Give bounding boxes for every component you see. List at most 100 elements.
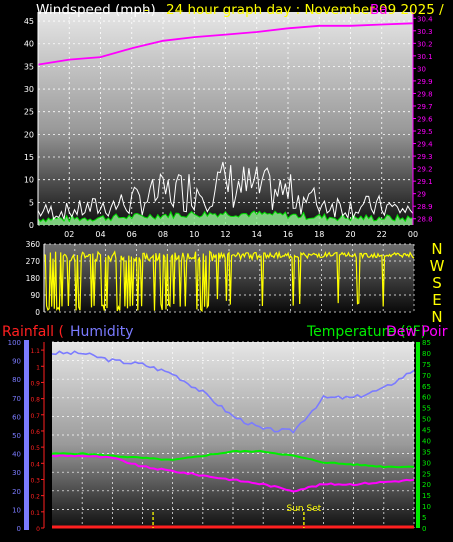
rainfall-y-axis: 00.10.20.30.40.50.60.70.80.911.1	[30, 348, 44, 533]
wind-y-tick-label: 35	[24, 62, 34, 71]
humidity-y-tick-label: 40	[12, 451, 21, 459]
wind-x-tick-label: 14	[252, 230, 262, 239]
pressure-y-tick-label: 30	[417, 65, 426, 73]
wind-x-tick-label: 18	[314, 230, 324, 239]
temperature-y-tick-label: 30	[422, 459, 431, 467]
wind-y-tick-label: 25	[24, 108, 34, 117]
humidity-y-tick-label: 30	[12, 469, 21, 477]
humidity-y-tick-label: 20	[12, 488, 21, 496]
rainfall-y-tick-label: 0.2	[30, 494, 40, 501]
humidity-y-tick-label: 100	[8, 339, 21, 347]
temperature-y-tick-label: 55	[422, 405, 431, 413]
humidity-axis-bar	[24, 340, 29, 530]
wind-y-tick-label: 0	[29, 221, 34, 230]
wind-x-tick-label: 08	[158, 230, 168, 239]
temperature-y-tick-label: 85	[422, 339, 431, 347]
rainfall-y-tick-label: 0	[36, 526, 40, 533]
dewpoint-label: Dew Poir	[386, 324, 448, 340]
wind-title-left: Windspeed (mph)	[36, 2, 156, 18]
wind-x-tick-label: 02	[64, 230, 74, 239]
wind-y-tick-label: 45	[24, 17, 34, 26]
pressure-y-tick-label: 29.5	[417, 128, 433, 136]
wind-x-tick-label: 00	[408, 230, 418, 239]
rainfall-y-tick-label: 0.7	[30, 413, 40, 420]
temperature-axis-bar	[416, 342, 420, 528]
wind-x-tick-label: 10	[189, 230, 199, 239]
rainfall-y-tick-label: 0.4	[30, 461, 40, 468]
humidity-y-tick-label: 50	[12, 432, 21, 440]
compass-label: E	[432, 291, 441, 309]
direction-y-tick-label: 180	[26, 274, 41, 283]
pressure-y-tick-label: 28.8	[417, 216, 433, 224]
pressure-y-axis: 28.8 28.9 29 29.1 29.2 29.3 29.4 29.5 29.6 29.7 29…	[413, 15, 433, 223]
pressure-y-tick-label: 29.4	[417, 141, 433, 149]
temperature-y-tick-label: 0	[422, 525, 426, 533]
wind-y-tick-label: 20	[24, 130, 34, 139]
pressure-y-tick-label: 29.9	[417, 78, 433, 86]
temperature-y-tick-label: 25	[422, 470, 431, 478]
rainfall-y-tick-label: 0.8	[30, 397, 40, 404]
humidity-y-tick-label: 0	[17, 525, 21, 533]
temperature-y-tick-label: 35	[422, 448, 431, 456]
temperature-y-tick-label: 70	[422, 372, 431, 380]
wind-x-tick-label: 16	[283, 230, 293, 239]
rainfall-y-tick-label: 0.1	[30, 510, 40, 517]
compass-label: N	[431, 240, 442, 258]
compass-label: S	[432, 274, 442, 292]
wind-y-tick-label: 5	[29, 198, 34, 207]
wind-x-tick-label: 06	[127, 230, 137, 239]
humidity-y-tick-label: 60	[12, 413, 21, 421]
pressure-y-tick-label: 29.1	[417, 178, 433, 186]
temperature-y-tick-label: 5	[422, 514, 426, 522]
pressure-y-tick-label: 30.2	[417, 40, 433, 48]
humidity-y-tick-label: 80	[12, 376, 21, 384]
wind-y-tick-label: 40	[24, 40, 34, 49]
temperature-y-tick-label: 65	[422, 383, 431, 391]
pressure-y-tick-label: 29.7	[417, 103, 433, 111]
pressure-label: Ba	[370, 2, 388, 18]
direction-y-tick-label: 90	[30, 291, 40, 300]
temperature-y-tick-label: 15	[422, 492, 431, 500]
pressure-y-tick-label: 28.9	[417, 203, 433, 211]
pressure-y-tick-label: 29.2	[417, 166, 433, 174]
temperature-y-tick-label: 75	[422, 361, 431, 369]
pressure-y-tick-label: 29.8	[417, 90, 433, 98]
rainfall-y-tick-label: 1.1	[30, 348, 40, 355]
wind-title-sep: -	[144, 2, 149, 18]
rainfall-series	[52, 527, 414, 528]
rainfall-y-tick-label: 1	[36, 364, 40, 371]
pressure-y-tick-label: 30.3	[417, 28, 433, 36]
rainfall-y-tick-label: 0.6	[30, 429, 40, 436]
wind-y-tick-label: 30	[24, 85, 34, 94]
temperature-y-tick-label: 10	[422, 503, 431, 511]
direction-y-tick-label: 270	[26, 257, 41, 266]
humidity-y-tick-label: 90	[12, 358, 21, 366]
humidity-y-tick-label: 70	[12, 395, 21, 403]
wind-y-tick-label: 10	[24, 176, 34, 185]
pressure-y-tick-label: 29.3	[417, 153, 433, 161]
direction-y-tick-label: 360	[26, 240, 41, 249]
temperature-y-tick-label: 20	[422, 481, 431, 489]
rainfall-y-tick-label: 0.3	[30, 477, 40, 484]
temperature-y-tick-label: 50	[422, 416, 431, 424]
temperature-y-tick-label: 60	[422, 394, 431, 402]
temperature-y-tick-label: 45	[422, 427, 431, 435]
sunset-label: Sun Set	[287, 504, 322, 514]
pressure-y-tick-label: 29.6	[417, 116, 433, 124]
pressure-y-tick-label: 29	[417, 191, 426, 199]
rainfall-y-tick-label: 0.9	[30, 380, 40, 387]
wind-x-tick-label: 04	[95, 230, 105, 239]
wind-x-tick-label: 20	[345, 230, 355, 239]
temperature-y-tick-label: 80	[422, 350, 431, 358]
